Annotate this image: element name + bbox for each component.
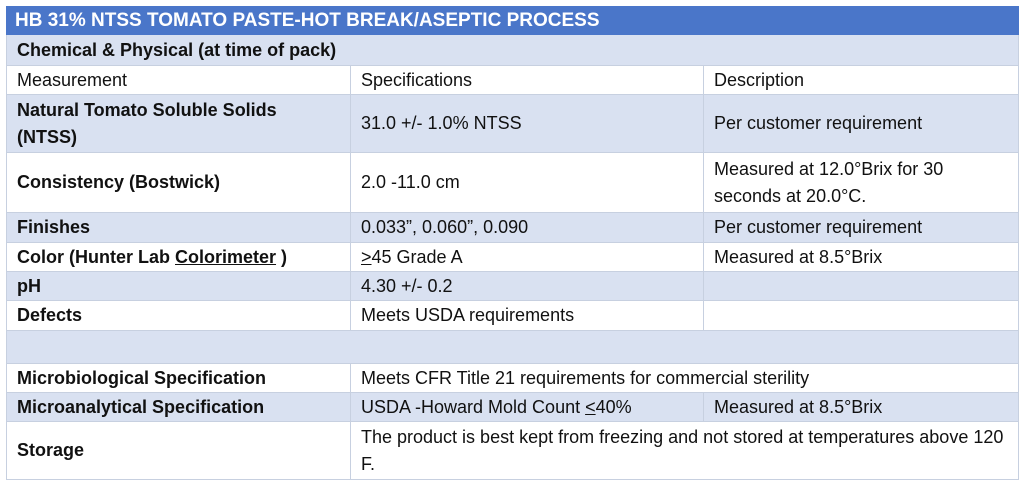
table-row: Natural Tomato Soluble Solids (NTSS) 31.…	[6, 94, 1019, 153]
column-header-measurement: Measurement	[6, 65, 351, 95]
spec-cell: 0.033”, 0.060”, 0.090	[350, 212, 704, 243]
description-cell	[703, 271, 1019, 301]
less-equal-symbol: <	[585, 396, 596, 417]
description-cell: Per customer requirement	[703, 94, 1019, 153]
header-row: Measurement Specifications Description	[6, 65, 1019, 95]
description-cell	[703, 300, 1019, 331]
measurement-cell: Storage	[6, 421, 351, 480]
measurement-cell: Natural Tomato Soluble Solids (NTSS)	[6, 94, 351, 153]
title-row: HB 31% NTSS TOMATO PASTE-HOT BREAK/ASEPT…	[6, 6, 1019, 35]
spec-cell: Meets CFR Title 21 requirements for comm…	[350, 363, 1019, 393]
spec-cell: 2.0 -11.0 cm	[350, 152, 704, 213]
description-cell: Measured at 12.0°Brix for 30 seconds at …	[703, 152, 1019, 213]
table-row: Defects Meets USDA requirements	[6, 300, 1019, 331]
greater-equal-symbol: >	[361, 246, 372, 267]
table-title: HB 31% NTSS TOMATO PASTE-HOT BREAK/ASEPT…	[6, 6, 1019, 35]
table-row: pH 4.30 +/- 0.2	[6, 271, 1019, 301]
description-cell: Measured at 8.5°Brix	[703, 242, 1019, 272]
column-header-specifications: Specifications	[350, 65, 704, 95]
table-row: Finishes 0.033”, 0.060”, 0.090 Per custo…	[6, 212, 1019, 243]
table-row: Consistency (Bostwick) 2.0 -11.0 cm Meas…	[6, 152, 1019, 213]
section-row: Chemical & Physical (at time of pack)	[6, 34, 1019, 66]
measurement-cell: Consistency (Bostwick)	[6, 152, 351, 213]
table-row: Microbiological Specification Meets CFR …	[6, 363, 1019, 393]
table-row: Color (Hunter Lab Colorimeter ) >45 Grad…	[6, 242, 1019, 272]
spec-table: HB 31% NTSS TOMATO PASTE-HOT BREAK/ASEPT…	[6, 6, 1019, 480]
spec-cell: The product is best kept from freezing a…	[350, 421, 1019, 480]
spec-cell: USDA -Howard Mold Count <40%	[350, 392, 704, 422]
spec-cell: 4.30 +/- 0.2	[350, 271, 704, 301]
spec-cell: 31.0 +/- 1.0% NTSS	[350, 94, 704, 153]
description-cell: Per customer requirement	[703, 212, 1019, 243]
column-header-description: Description	[703, 65, 1019, 95]
measurement-cell: pH	[6, 271, 351, 301]
spec-text: 45 Grade A	[371, 246, 463, 267]
spacer-cell	[6, 330, 1019, 364]
spec-suffix-text: 40%	[595, 396, 632, 417]
spacer-row	[6, 330, 1019, 364]
spec-cell: >45 Grade A	[350, 242, 704, 272]
measurement-text: Color (Hunter Lab	[17, 246, 175, 267]
measurement-cell: Microanalytical Specification	[6, 392, 351, 422]
measurement-cell: Color (Hunter Lab Colorimeter )	[6, 242, 351, 272]
spec-cell: Meets USDA requirements	[350, 300, 704, 331]
measurement-suffix-text: )	[276, 246, 288, 267]
table-row: Microanalytical Specification USDA -Howa…	[6, 392, 1019, 422]
measurement-underlined-text: Colorimeter	[175, 246, 277, 267]
measurement-cell: Finishes	[6, 212, 351, 243]
spec-text: USDA -Howard Mold Count	[361, 396, 586, 417]
section-heading: Chemical & Physical (at time of pack)	[6, 34, 1019, 66]
description-cell: Measured at 8.5°Brix	[703, 392, 1019, 422]
table-row: Storage The product is best kept from fr…	[6, 421, 1019, 480]
measurement-cell: Microbiological Specification	[6, 363, 351, 393]
measurement-cell: Defects	[6, 300, 351, 331]
